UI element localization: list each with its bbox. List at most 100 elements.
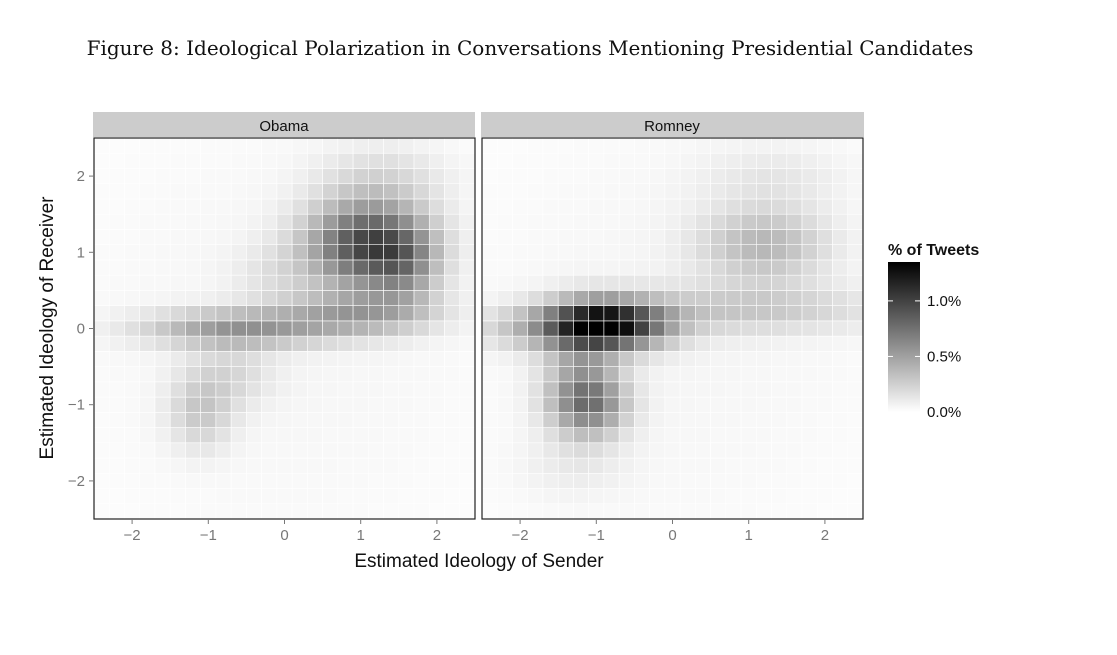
heatmap-cell bbox=[527, 396, 544, 413]
heatmap-cell bbox=[634, 335, 650, 352]
heatmap-cell bbox=[756, 366, 772, 383]
heatmap-cell bbox=[230, 427, 247, 444]
heatmap-cell bbox=[154, 198, 171, 215]
heatmap-cell bbox=[649, 427, 666, 444]
heatmap-cell bbox=[246, 412, 262, 428]
heatmap-cell bbox=[337, 198, 354, 215]
heatmap-cell bbox=[169, 213, 186, 230]
heatmap-cell bbox=[444, 305, 461, 322]
heatmap-cell bbox=[801, 183, 818, 200]
heatmap-cell bbox=[352, 137, 369, 154]
heatmap-cells-obama bbox=[93, 137, 476, 520]
heatmap-cell bbox=[459, 351, 476, 367]
heatmap-cell bbox=[527, 457, 544, 474]
heatmap-cell bbox=[322, 198, 339, 215]
heatmap-cell bbox=[527, 290, 544, 306]
heatmap-cell bbox=[664, 503, 681, 520]
heatmap-cell bbox=[154, 152, 171, 169]
heatmap-cell bbox=[139, 305, 156, 322]
heatmap-cell bbox=[169, 137, 186, 154]
heatmap-cell bbox=[512, 244, 529, 261]
heatmap-cell bbox=[428, 472, 445, 489]
heatmap-cell bbox=[459, 457, 476, 474]
heatmap-cell bbox=[215, 198, 232, 215]
heatmap-cell bbox=[481, 335, 498, 352]
heatmap-cell bbox=[139, 442, 156, 459]
heatmap-cell bbox=[557, 229, 574, 245]
heatmap-cell bbox=[398, 396, 415, 413]
heatmap-cell bbox=[816, 259, 833, 276]
heatmap-cell bbox=[93, 381, 110, 398]
heatmap-cell bbox=[664, 412, 681, 428]
heatmap-cell bbox=[756, 259, 772, 276]
heatmap-cell bbox=[428, 396, 445, 413]
heatmap-cell bbox=[649, 351, 666, 367]
heatmap-cell bbox=[573, 366, 589, 383]
heatmap-cell bbox=[649, 396, 666, 413]
heatmap-cell bbox=[710, 152, 727, 169]
heatmap-cell bbox=[291, 442, 308, 459]
heatmap-cell bbox=[230, 381, 247, 398]
heatmap-cell bbox=[679, 290, 696, 306]
heatmap-cell bbox=[261, 244, 278, 261]
heatmap-cell bbox=[695, 488, 711, 505]
heatmap-cell bbox=[740, 412, 757, 428]
heatmap-cell bbox=[428, 137, 445, 154]
heatmap-cell bbox=[664, 442, 681, 459]
heatmap-cell bbox=[139, 259, 156, 276]
heatmap-cell bbox=[710, 472, 727, 489]
heatmap-cell bbox=[801, 259, 818, 276]
heatmap-cell bbox=[557, 213, 574, 230]
heatmap-cell bbox=[352, 213, 369, 230]
heatmap-cell bbox=[725, 290, 742, 306]
heatmap-cell bbox=[771, 183, 788, 200]
heatmap-cell bbox=[847, 351, 864, 367]
heatmap-cell bbox=[276, 213, 293, 230]
heatmap-cell bbox=[291, 305, 308, 322]
heatmap-cell bbox=[124, 259, 141, 276]
heatmap-cell bbox=[801, 213, 818, 230]
heatmap-cell bbox=[154, 381, 171, 398]
heatmap-cell bbox=[276, 198, 293, 215]
heatmap-cell bbox=[93, 229, 110, 245]
heatmap-cell bbox=[573, 229, 589, 245]
heatmap-cell bbox=[573, 457, 589, 474]
heatmap-cell bbox=[413, 198, 430, 215]
heatmap-cell bbox=[725, 335, 742, 352]
heatmap-cell bbox=[154, 351, 171, 367]
heatmap-cell bbox=[337, 381, 354, 398]
heatmap-cell bbox=[618, 213, 635, 230]
heatmap-cell bbox=[383, 320, 400, 337]
heatmap-cell bbox=[588, 472, 605, 489]
heatmap-cell bbox=[337, 351, 354, 367]
heatmap-cell bbox=[832, 381, 849, 398]
heatmap-cell bbox=[786, 274, 803, 291]
heatmap-cell bbox=[169, 274, 186, 291]
heatmap-cell bbox=[695, 457, 711, 474]
heatmap-cell bbox=[816, 274, 833, 291]
heatmap-cell bbox=[634, 152, 650, 169]
heatmap-cell bbox=[459, 442, 476, 459]
heatmap-cell bbox=[801, 229, 818, 245]
heatmap-cell bbox=[428, 198, 445, 215]
heatmap-cell bbox=[740, 442, 757, 459]
heatmap-cell bbox=[108, 335, 125, 352]
heatmap-cell bbox=[603, 320, 620, 337]
heatmap-cell bbox=[459, 305, 476, 322]
legend: % of Tweets 0.0% 0.5% 1.0% bbox=[888, 242, 979, 421]
heatmap-cell bbox=[383, 137, 400, 154]
heatmap-cell bbox=[428, 351, 445, 367]
heatmap-cell bbox=[398, 168, 415, 185]
heatmap-cell bbox=[573, 351, 589, 367]
heatmap-cell bbox=[185, 472, 201, 489]
heatmap-cell bbox=[337, 335, 354, 352]
heatmap-cell bbox=[428, 183, 445, 200]
heatmap-cell bbox=[307, 396, 323, 413]
heatmap-cell bbox=[847, 427, 864, 444]
heatmap-cell bbox=[496, 152, 513, 169]
heatmap-cell bbox=[542, 152, 559, 169]
heatmap-cell bbox=[108, 320, 125, 337]
heatmap-cell bbox=[230, 213, 247, 230]
heatmap-cell bbox=[496, 198, 513, 215]
heatmap-cell bbox=[771, 137, 788, 154]
